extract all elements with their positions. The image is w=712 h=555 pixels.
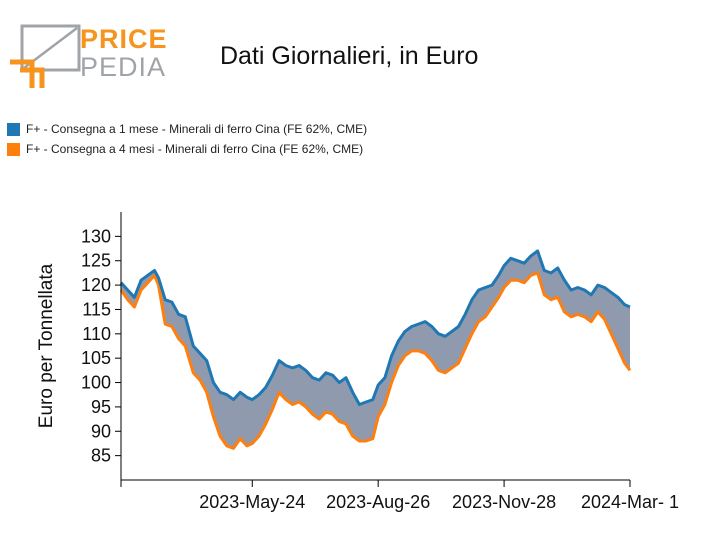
legend-item-1-month[interactable]: F+ - Consegna a 1 mese - Minerali di fer… — [7, 119, 367, 139]
series-line-1-month — [119, 249, 631, 406]
logo-word-pedia: PEDIA — [80, 52, 167, 82]
y-tick-label: 110 — [82, 324, 111, 344]
y-tick-label: 95 — [91, 397, 111, 417]
legend-label-1-month: F+ - Consegna a 1 mese - Minerali di fer… — [26, 122, 368, 136]
logo-word-price: PRICE — [80, 24, 168, 54]
y-axis-title: Euro per Tonnellata — [36, 263, 57, 428]
legend-swatch-1-month — [7, 122, 20, 136]
pricepedia-logo-mark — [10, 24, 81, 88]
legend-swatch-4-months — [7, 142, 20, 156]
legend-label-4-months: F+ - Consegna a 4 mesi - Minerali di fer… — [26, 142, 364, 156]
legend-item-4-months[interactable]: F+ - Consegna a 4 mesi - Minerali di fer… — [7, 139, 367, 159]
chart-legend: F+ - Consegna a 1 mese - Minerali di fer… — [7, 119, 367, 159]
x-tick-label: 2024-Mar- 1 — [581, 492, 679, 512]
y-tick-label: 85 — [91, 446, 111, 466]
y-tick-label: 105 — [81, 348, 111, 368]
logo-wordmark: PRICE PEDIA — [80, 26, 168, 81]
x-tick-label: 2023-May-24 — [199, 492, 305, 512]
series-line-4-months — [119, 271, 632, 450]
chart-title: Dati Giornalieri, in Euro — [220, 42, 479, 70]
y-tick-label: 125 — [81, 251, 111, 271]
y-tick-label: 90 — [91, 421, 111, 441]
x-tick-label: 2023-Aug-26 — [326, 492, 430, 512]
x-tick-label: 2023-Nov-28 — [452, 492, 556, 512]
y-tick-label: 115 — [82, 299, 111, 319]
y-tick-label: 100 — [81, 373, 111, 393]
y-tick-label: 120 — [81, 275, 111, 295]
y-tick-label: 130 — [81, 226, 111, 246]
